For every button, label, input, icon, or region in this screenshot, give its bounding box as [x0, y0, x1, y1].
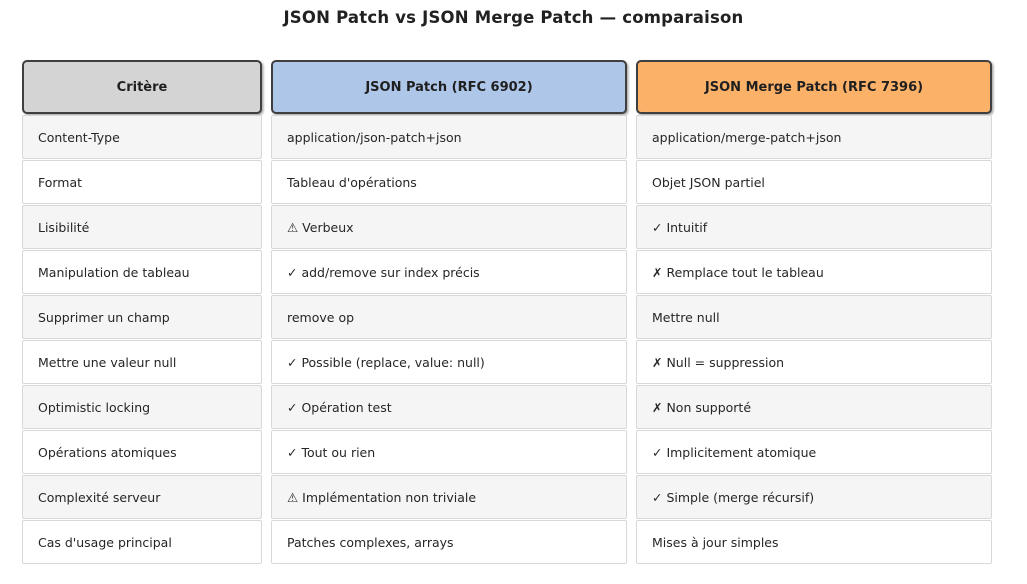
- table-cell: Format: [22, 160, 262, 204]
- table-cell: ✓ add/remove sur index précis: [271, 250, 627, 294]
- table-cell: ✓ Implicitement atomique: [636, 430, 992, 474]
- column-json-patch: JSON Patch (RFC 6902) application/json-p…: [271, 60, 627, 565]
- comparison-table: Critère Content-Type Format Lisibilité Mani…: [22, 60, 1027, 565]
- table-cell: ✓ Tout ou rien: [271, 430, 627, 474]
- column-merge-patch: JSON Merge Patch (RFC 7396) application/…: [636, 60, 992, 565]
- column-criterion: Critère Content-Type Format Lisibilité Mani…: [22, 60, 262, 565]
- table-cell: ⚠ Verbeux: [271, 205, 627, 249]
- table-cell: ✗ Null = suppression: [636, 340, 992, 384]
- column-header-critere: Critère: [22, 60, 262, 114]
- table-cell: Content-Type: [22, 115, 262, 159]
- column-header-merge-patch: JSON Merge Patch (RFC 7396): [636, 60, 992, 114]
- table-cell: Lisibilité: [22, 205, 262, 249]
- table-cell: Mises à jour simples: [636, 520, 992, 564]
- column-header-json-patch: JSON Patch (RFC 6902): [271, 60, 627, 114]
- table-cell: Supprimer un champ: [22, 295, 262, 339]
- table-cell: Tableau d'opérations: [271, 160, 627, 204]
- table-cell: application/json-patch+json: [271, 115, 627, 159]
- table-cell: ✓ Intuitif: [636, 205, 992, 249]
- table-cell: Mettre une valeur null: [22, 340, 262, 384]
- table-cell: Cas d'usage principal: [22, 520, 262, 564]
- table-cell: Mettre null: [636, 295, 992, 339]
- table-cell: ✓ Opération test: [271, 385, 627, 429]
- table-cell: Optimistic locking: [22, 385, 262, 429]
- table-cell: remove op: [271, 295, 627, 339]
- table-cell: application/merge-patch+json: [636, 115, 992, 159]
- table-cell: ✗ Non supporté: [636, 385, 992, 429]
- table-cell: Complexité serveur: [22, 475, 262, 519]
- table-cell: ✗ Remplace tout le tableau: [636, 250, 992, 294]
- table-cell: ✓ Possible (replace, value: null): [271, 340, 627, 384]
- table-cell: Manipulation de tableau: [22, 250, 262, 294]
- table-cell: Opérations atomiques: [22, 430, 262, 474]
- table-cell: ✓ Simple (merge récursif): [636, 475, 992, 519]
- table-cell: ⚠ Implémentation non triviale: [271, 475, 627, 519]
- table-cell: Patches complexes, arrays: [271, 520, 627, 564]
- table-cell: Objet JSON partiel: [636, 160, 992, 204]
- page-title: JSON Patch vs JSON Merge Patch — compara…: [283, 8, 744, 27]
